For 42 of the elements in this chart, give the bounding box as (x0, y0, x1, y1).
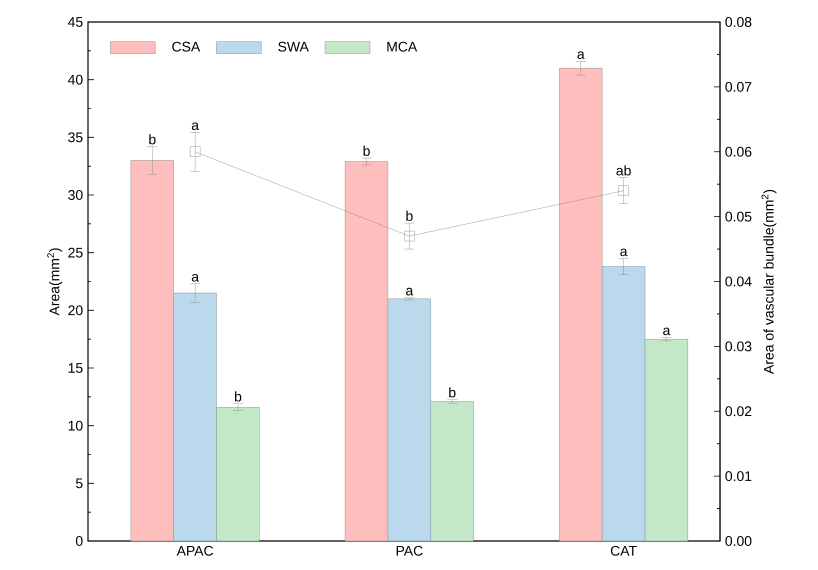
legend-label: SWA (278, 42, 309, 52)
y2-axis-title: Area of vascular bundle(mm$^{2}$) (762, 190, 776, 374)
data-label: a (406, 288, 414, 296)
data-label: ab (616, 165, 631, 176)
data-label: b (234, 391, 242, 402)
data-label: b (406, 210, 413, 221)
y2-tick-label: 0.07 (725, 82, 752, 92)
y-tick-label: 20 (68, 305, 83, 316)
y-axis-title: Area(mm$^{2}$) (47, 248, 62, 316)
y2-tick-label: 0.05 (725, 212, 752, 222)
y2-tick-label: 0.06 (725, 146, 752, 157)
x-tick-label: CAT (610, 546, 637, 556)
data-label: b (149, 134, 156, 144)
y-tick-label: 10 (68, 420, 83, 431)
y-tick-label: 0 (76, 536, 83, 546)
y-tick-label: 45 (68, 17, 83, 27)
point (190, 146, 200, 157)
y2-tick-label: 0.00 (725, 536, 752, 546)
x-tick-label: APAC (176, 546, 214, 556)
y-tick-label: 35 (68, 132, 83, 142)
y-tick-label: 25 (68, 248, 83, 258)
y2-tick-label: 0.02 (725, 406, 752, 416)
point (404, 230, 415, 242)
data-label: a (620, 248, 628, 256)
data-label: a (577, 51, 585, 60)
y-tick-label: 15 (68, 363, 83, 373)
x-tick-label: PAC (396, 546, 423, 556)
data-label: b (449, 387, 456, 398)
legend-label: MCA (387, 42, 418, 52)
data-label: a (663, 328, 670, 336)
data-label: a (192, 122, 200, 130)
y2-tick-label: 0.04 (725, 276, 752, 286)
y-tick-label: 5 (76, 478, 83, 488)
y2-tick-label: 0.03 (725, 341, 752, 352)
y-tick-label: 40 (68, 74, 83, 85)
y2-tick-label: 0.01 (725, 471, 752, 482)
y-tick-label: 30 (68, 190, 83, 200)
data-label: a (192, 274, 200, 282)
y2-tick-label: 0.08 (725, 17, 752, 27)
data-label: b (364, 146, 370, 156)
legend-label: CSA (172, 42, 200, 52)
point (618, 185, 629, 196)
